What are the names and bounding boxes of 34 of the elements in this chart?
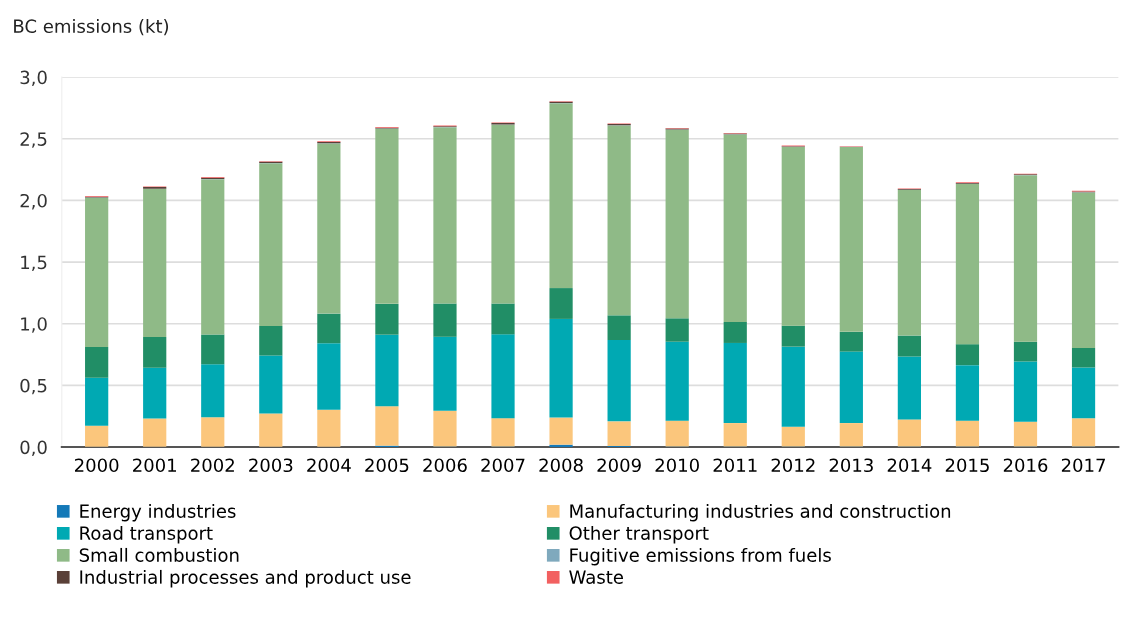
y-tick-label: 3,0 bbox=[20, 70, 47, 87]
x-tick-label: 2001 bbox=[133, 458, 177, 473]
y-tick-label: 1,0 bbox=[21, 317, 47, 333]
legend-label: Fugitive emissions from fuels bbox=[570, 547, 831, 566]
x-tick-label: 2016 bbox=[1003, 458, 1048, 473]
x-tick-label: 2015 bbox=[945, 458, 989, 473]
x-tick-label: 2002 bbox=[191, 458, 234, 473]
x-tick-label: 2003 bbox=[249, 458, 293, 473]
legend-label: Other transport bbox=[569, 525, 709, 544]
legend-label: Industrial processes and product use bbox=[80, 569, 411, 588]
legend-label: Small combustion bbox=[79, 547, 239, 562]
x-tick-label: 2011 bbox=[713, 458, 757, 473]
x-tick-label: 2012 bbox=[771, 458, 815, 473]
x-tick-label: 2006 bbox=[423, 458, 467, 473]
legend-label: Waste bbox=[569, 570, 623, 584]
legend-label: Manufacturing industries and construction bbox=[570, 503, 951, 522]
y-tick-label: 0,0 bbox=[20, 440, 47, 456]
x-tick-label: 2009 bbox=[597, 458, 641, 473]
y-tick-label: 0,5 bbox=[20, 378, 47, 395]
y-tick-label: 1,5 bbox=[21, 255, 47, 272]
y-tick-label: 2,0 bbox=[20, 193, 47, 210]
x-tick-label: 2007 bbox=[481, 458, 525, 473]
legend-label: Energy industries bbox=[80, 503, 236, 522]
x-tick-label: 2008 bbox=[539, 458, 583, 473]
x-tick-label: 2013 bbox=[829, 458, 873, 473]
y-axis-title: BC emissions (kt) bbox=[14, 19, 169, 36]
x-tick-label: 2000 bbox=[75, 458, 119, 473]
x-tick-label: 2005 bbox=[365, 458, 409, 473]
x-tick-label: 2010 bbox=[655, 458, 699, 473]
y-tick-label: 2,5 bbox=[20, 132, 47, 148]
x-tick-label: 2004 bbox=[307, 458, 351, 473]
legend-label: Road transport bbox=[80, 525, 213, 544]
x-tick-label: 2014 bbox=[887, 458, 932, 473]
x-tick-label: 2017 bbox=[1061, 458, 1105, 473]
